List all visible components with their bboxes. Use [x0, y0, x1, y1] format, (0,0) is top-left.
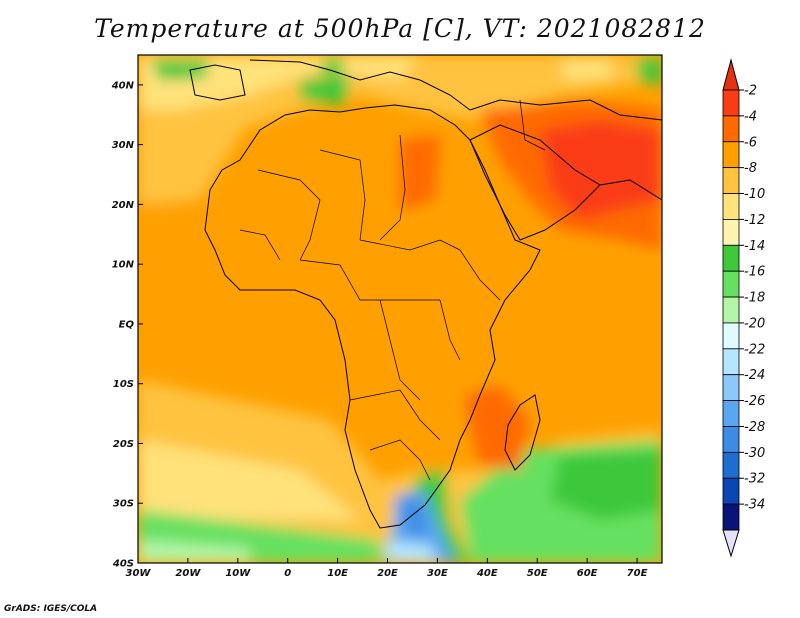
colorbar-swatch	[722, 193, 740, 220]
colorbar-swatch	[722, 451, 740, 479]
colorbar-label: -18	[744, 291, 765, 306]
map-frame	[137, 54, 663, 564]
lon-tick-label: 70E	[627, 568, 648, 579]
lat-tick-label: 20S	[113, 439, 134, 450]
colorbar-label: -16	[744, 265, 765, 280]
longitude-axis: 30W 20W 10W 0 10E 20E 30E 40E 50E 60E 70E	[126, 558, 648, 579]
colorbar-label: -4	[744, 109, 757, 124]
colorbar-swatch	[722, 167, 740, 194]
colorbar-label: -6	[744, 135, 757, 150]
lon-tick-label: 0	[284, 568, 291, 579]
colorbar-swatch	[722, 503, 740, 531]
colorbar-swatch	[722, 477, 740, 505]
colorbar-label: -24	[744, 368, 765, 383]
colorbar-swatch	[722, 89, 740, 117]
colorbar-swatch	[722, 219, 740, 246]
grads-credit: GrADS: IGES/COLA	[4, 604, 98, 614]
lat-tick-label: 40S	[112, 559, 134, 570]
colorbar-swatch	[722, 348, 740, 376]
colorbar-label: -26	[744, 394, 765, 409]
temperature-field	[138, 55, 662, 563]
coastlines	[189, 59, 663, 529]
lon-tick-label: 60E	[577, 568, 598, 579]
colorbar-label: -2	[744, 84, 757, 99]
colorbar-label: -32	[744, 472, 765, 487]
colorbar-label: -22	[744, 342, 765, 357]
lat-tick-label: 10N	[112, 260, 135, 271]
lon-tick-label: 30W	[126, 568, 152, 579]
colorbar-label: -34	[744, 498, 765, 513]
latitude-axis: 40N 30N 20N 10N EQ 10S 20S 30S 40S	[111, 80, 143, 570]
map-title: Temperature at 500hPa [C], VT: 202108281…	[94, 14, 706, 43]
colorbar-swatch	[722, 374, 740, 401]
lon-tick-label: 40E	[476, 568, 498, 579]
lon-tick-label: 10W	[225, 568, 251, 579]
lon-tick-label: 20E	[377, 568, 398, 579]
colorbar-swatch	[722, 426, 740, 453]
colorbar-swatch	[722, 244, 740, 272]
colorbar: -2 -4 -6 -8 -10 -12 -14 -16 -18 -20 -22 -24 -26 -28 -3…	[722, 58, 765, 558]
colorbar-label: -28	[744, 420, 765, 435]
lat-tick-label: EQ	[119, 319, 135, 330]
colorbar-label: -12	[744, 213, 765, 228]
colorbar-swatch	[722, 296, 740, 324]
colorbar-label: -10	[744, 187, 765, 202]
lon-tick-label: 50E	[527, 568, 548, 579]
colorbar-label: -14	[744, 239, 765, 254]
colorbar-label: -30	[744, 446, 765, 461]
colorbar-label: -8	[744, 161, 757, 176]
colorbar-bottom-arrow	[722, 529, 740, 558]
colorbar-swatch	[722, 322, 740, 350]
colorbar-swatch	[722, 270, 740, 298]
lat-tick-label: 40N	[111, 80, 135, 91]
colorbar-swatch	[722, 141, 740, 169]
colorbar-swatch	[722, 400, 740, 427]
lon-tick-label: 10E	[327, 568, 348, 579]
lat-tick-label: 20N	[112, 200, 135, 211]
country-borders	[239, 99, 546, 481]
lon-tick-label: 30E	[427, 568, 448, 579]
colorbar-top-arrow	[722, 58, 740, 91]
colorbar-swatch	[722, 115, 740, 143]
colorbar-label: -20	[744, 316, 765, 331]
lat-tick-label: 30S	[113, 499, 134, 510]
lat-tick-label: 30N	[112, 140, 135, 151]
lat-tick-label: 10S	[113, 379, 134, 390]
lon-tick-label: 20W	[175, 568, 201, 579]
